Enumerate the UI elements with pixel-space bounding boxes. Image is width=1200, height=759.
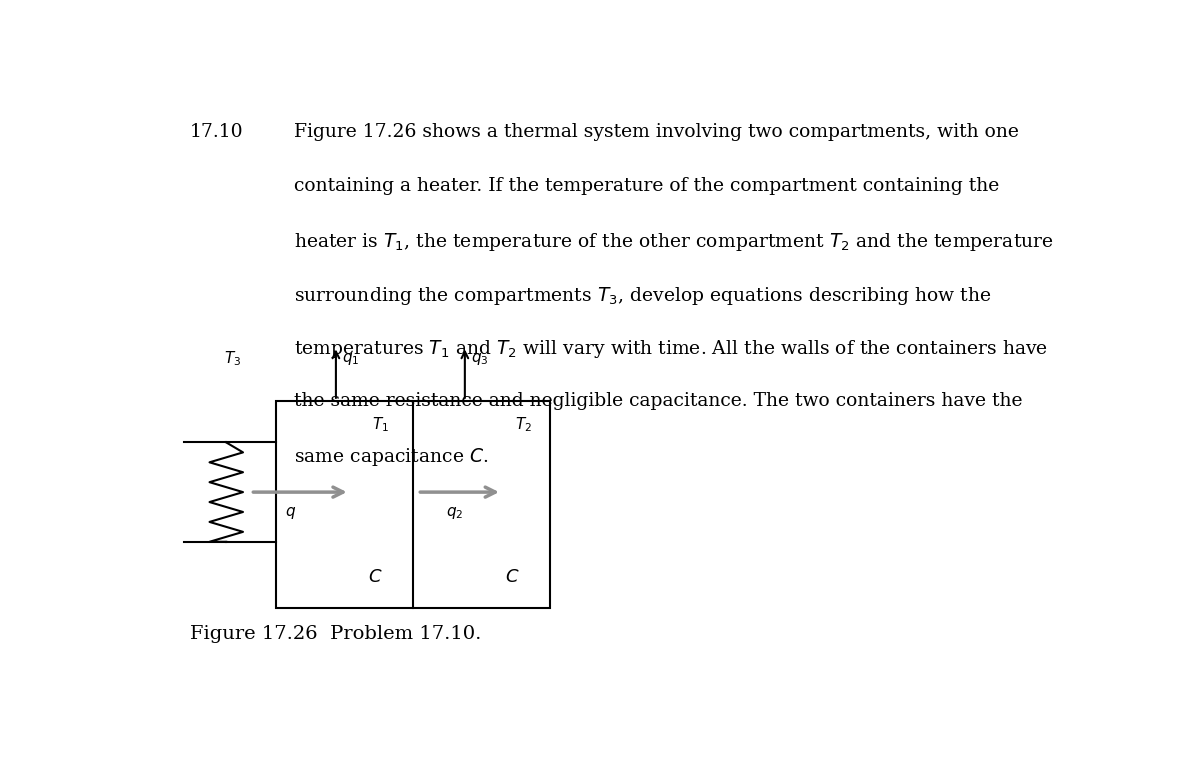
Text: $q_2$: $q_2$ (446, 505, 463, 521)
Text: surrounding the compartments $T_3$, develop equations describing how the: surrounding the compartments $T_3$, deve… (294, 285, 991, 307)
Text: heater is $T_1$, the temperature of the other compartment $T_2$ and the temperat: heater is $T_1$, the temperature of the … (294, 231, 1054, 253)
Text: Figure 17.26 shows a thermal system involving two compartments, with one: Figure 17.26 shows a thermal system invo… (294, 123, 1019, 141)
Bar (276, 401, 550, 608)
Text: $q$: $q$ (286, 505, 296, 521)
Text: 17.10: 17.10 (190, 123, 244, 141)
Text: $C$: $C$ (505, 568, 520, 586)
Text: $T_2$: $T_2$ (515, 415, 533, 434)
Text: same capacitance $C$.: same capacitance $C$. (294, 446, 488, 468)
Text: temperatures $T_1$ and $T_2$ will vary with time. All the walls of the container: temperatures $T_1$ and $T_2$ will vary w… (294, 339, 1048, 361)
Text: Figure 17.26  Problem 17.10.: Figure 17.26 Problem 17.10. (190, 625, 481, 644)
Text: $T_3$: $T_3$ (224, 349, 241, 368)
Text: $q_3$: $q_3$ (472, 351, 488, 367)
Text: containing a heater. If the temperature of the compartment containing the: containing a heater. If the temperature … (294, 177, 1000, 195)
Text: $q_1$: $q_1$ (342, 351, 360, 367)
Text: $T_1$: $T_1$ (372, 415, 389, 434)
Text: the same resistance and negligible capacitance. The two containers have the: the same resistance and negligible capac… (294, 392, 1022, 410)
Text: $C$: $C$ (368, 568, 383, 586)
